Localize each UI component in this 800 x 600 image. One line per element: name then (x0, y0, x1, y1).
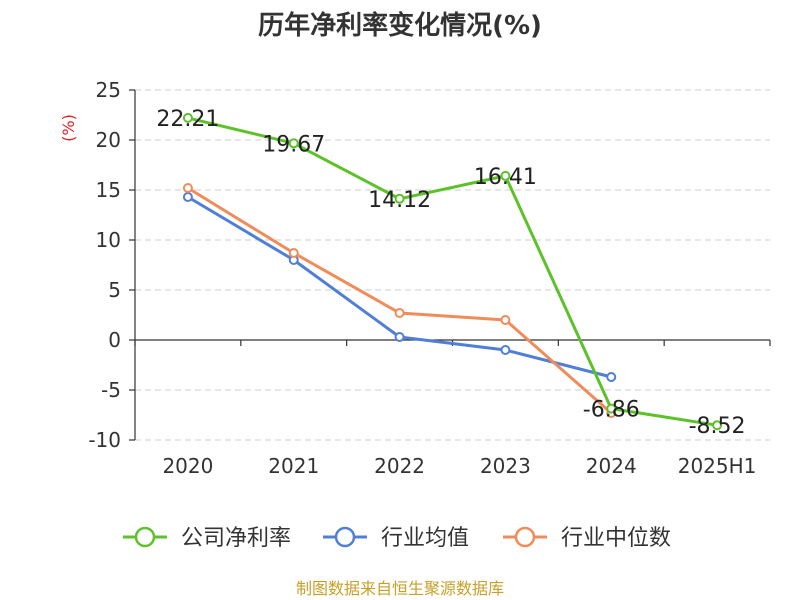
data-point (182, 112, 193, 123)
x-tick-label: 2020 (162, 454, 213, 478)
x-tick-label: 2022 (374, 454, 425, 478)
data-point (182, 183, 193, 193)
data-point (394, 332, 405, 342)
legend-item[interactable]: 行业中位数 (503, 526, 671, 551)
data-labels: 22.21 19.67 14.12 16.41 -6.86 -8.52 (156, 107, 745, 439)
y-tick-label: 15 (96, 178, 121, 202)
y-tick-label: 10 (96, 228, 121, 252)
data-point (394, 308, 405, 318)
series-line-1 (187, 195, 612, 379)
y-tick-label: 5 (108, 278, 121, 302)
legend-marker (514, 526, 536, 548)
axes: 25 20 15 10 5 0 -5 -10 2020 2021 2022 2023 2024 2025H… (88, 78, 771, 478)
legend-item[interactable]: 公司净利率 (123, 526, 291, 551)
data-point (500, 170, 511, 181)
grid (135, 89, 770, 441)
data-label: -8.52 (689, 414, 746, 439)
data-label: 19.67 (262, 132, 325, 157)
legend-item[interactable]: 行业均值 (323, 526, 469, 551)
source-note: 制图数据来自恒生聚源数据库 (296, 579, 504, 598)
data-label: 16.41 (474, 165, 537, 190)
plot-area (182, 112, 723, 431)
data-point (394, 193, 405, 204)
legend-marker (334, 526, 356, 548)
y-tick-label: 20 (96, 128, 121, 152)
data-point (606, 372, 617, 382)
data-point (288, 248, 299, 258)
data-label: 14.12 (368, 188, 431, 213)
y-axis-label: (%) (59, 114, 78, 142)
x-tick-label: 2021 (268, 454, 319, 478)
data-label: 22.21 (156, 107, 219, 132)
x-tick-label: 2024 (586, 454, 637, 478)
legend-label: 行业均值 (381, 526, 469, 551)
legend-label: 公司净利率 (181, 526, 291, 551)
y-tick-label: -5 (101, 378, 121, 402)
chart-title: 历年净利率变化情况(%) (258, 10, 542, 41)
series-line-2 (187, 186, 613, 415)
data-point (288, 138, 299, 149)
data-point (712, 420, 723, 431)
data-point (500, 315, 511, 325)
data-label: -6.86 (583, 398, 640, 423)
y-tick-label: 0 (108, 328, 121, 352)
x-tick-label: 2023 (480, 454, 531, 478)
y-tick-label: -10 (88, 428, 121, 452)
data-point (500, 345, 511, 355)
data-point (606, 403, 617, 414)
legend-marker (134, 526, 156, 548)
legend-label: 行业中位数 (561, 526, 671, 551)
series-line-0 (187, 116, 718, 427)
y-tick-label: 25 (96, 78, 121, 102)
data-point (182, 192, 193, 202)
x-tick-label: 2025H1 (678, 454, 757, 478)
legend: 公司净利率 行业均值 行业中位数 (123, 526, 671, 551)
